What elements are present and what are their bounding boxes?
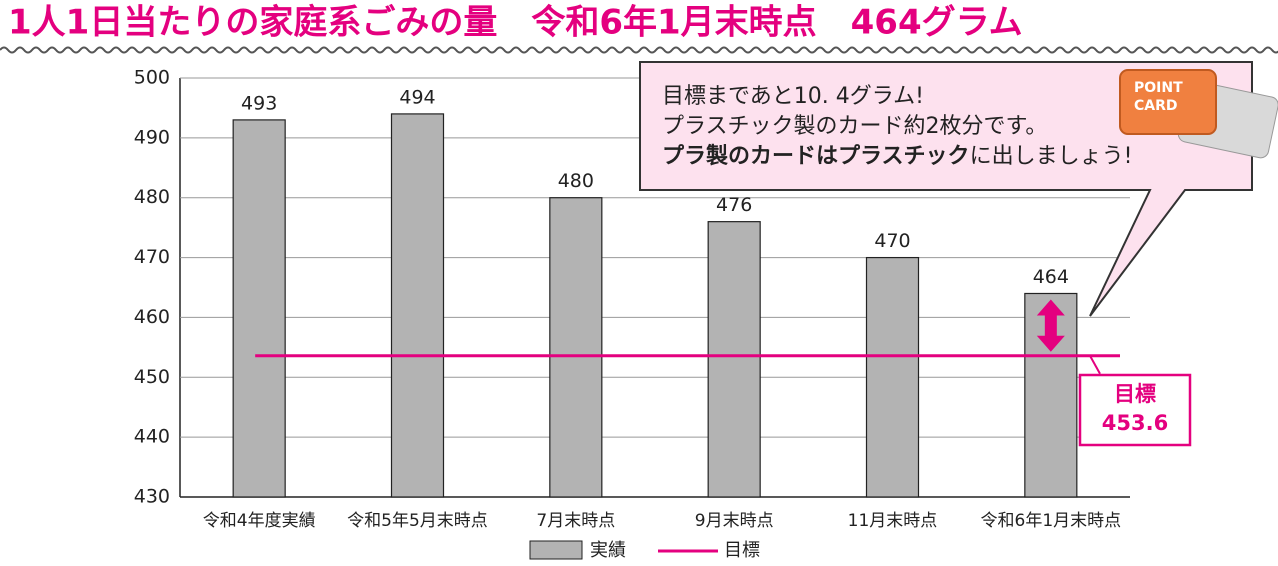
y-tick-label: 430 [134,486,170,508]
callout: 目標まであと10. 4グラム! プラスチック製のカード約2枚分です。 プラ製のカ… [639,61,1278,317]
card-text: POINT [1134,80,1183,96]
callout-line: 目標まであと10. 4グラム! [662,84,924,109]
target-value: 453.6 [1102,411,1168,435]
callout-bold: プラ製のカードはプラスチック [662,143,970,169]
bar [707,221,761,498]
x-tick-label: 11月末時点 [848,511,938,531]
bar [232,119,286,498]
point-card: POINT CARD [1119,69,1217,135]
legend-label: 実績 [590,540,626,561]
callout-box [639,61,1253,317]
x-tick-label: 令和5年5月末時点 [347,511,488,531]
bar [390,113,445,498]
x-tick-label: 令和6年1月末時点 [981,511,1122,531]
value-label: 464 [1033,266,1069,288]
legend-label: 目標 [724,540,760,561]
value-label: 470 [874,230,910,252]
x-tick-label: 7月末時点 [536,511,615,531]
card-text: CARD [1134,98,1178,114]
gap-arrow [1036,299,1065,352]
x-tick-label: 令和4年度実績 [203,511,316,531]
target-label-leader [1089,355,1101,375]
callout-line: プラスチック製のカード約2枚分です。 [662,114,1047,139]
y-tick-label: 450 [134,366,170,388]
value-label: 493 [241,92,277,114]
y-tick-label: 480 [134,186,170,208]
bar [865,256,920,498]
y-tick-label: 490 [134,126,170,148]
value-label: 480 [558,170,594,192]
plot: 430 440 450 460 470 480 490 500 令和4年度実績 493 令和5年5月… [134,67,1192,531]
target-label-box [1078,373,1192,447]
y-tick-label: 500 [134,67,170,89]
legend: 実績 目標 [529,540,760,561]
y-tick-label: 470 [134,246,170,268]
legend-swatch [529,540,583,560]
chart-title: 1人1日当たりの家庭系ごみの量 令和6年1月末時点 464グラム [8,3,1023,43]
y-tick-label: 460 [134,306,170,328]
x-tick-label: 9月末時点 [695,511,774,531]
callout-line: プラ製のカードはプラスチックに出しましょう! [662,143,1132,169]
bar [549,197,603,498]
value-label: 494 [399,86,435,108]
callout-rest: に出しましょう! [970,144,1133,169]
wavy-divider [0,46,1278,54]
target-label: 目標 [1114,382,1156,406]
value-label: 476 [716,194,752,216]
y-tick-label: 440 [134,426,170,448]
